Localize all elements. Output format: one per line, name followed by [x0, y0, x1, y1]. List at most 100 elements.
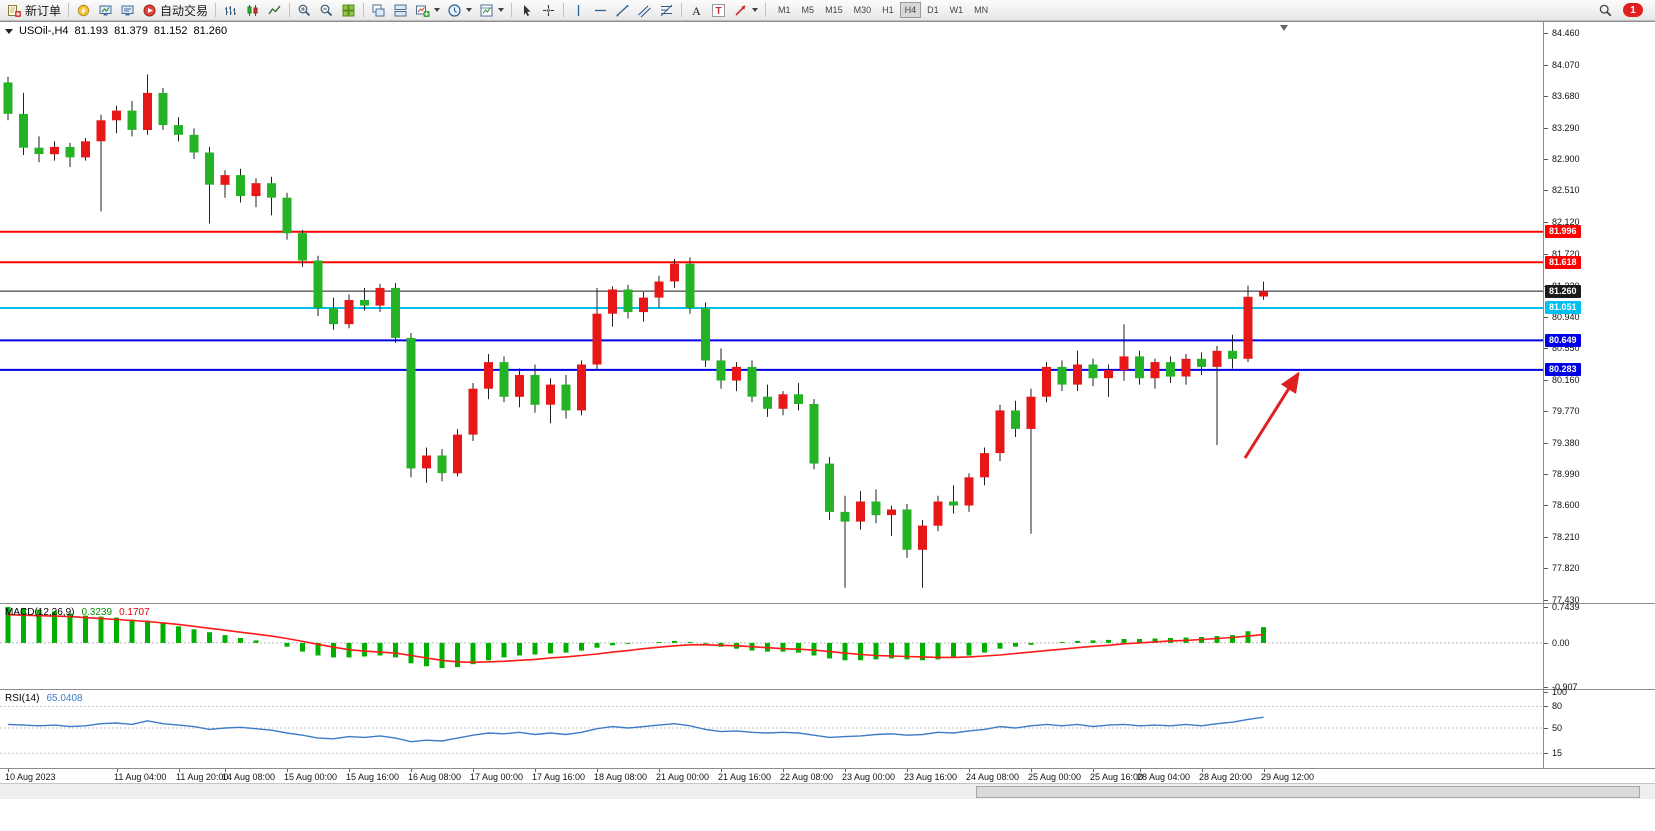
- search-button[interactable]: [1595, 0, 1616, 20]
- cursor-button[interactable]: [516, 0, 537, 20]
- time-label: 25 Aug 16:00: [1090, 772, 1144, 782]
- price-tick-label: 84.070: [1552, 60, 1580, 70]
- chart-ohlc-header: USOil-,H4 81.193 81.379 81.152 81.260: [5, 25, 227, 37]
- time-tick: [287, 769, 288, 772]
- time-label: 28 Aug 04:00: [1137, 772, 1191, 782]
- rsi-axis[interactable]: 100 80 50 15: [1543, 687, 1655, 768]
- h-scrollbar[interactable]: [0, 783, 1655, 799]
- price-tick-label: 80.940: [1552, 312, 1580, 322]
- ohlc-close: 81.260: [193, 25, 228, 37]
- candle-body: [205, 152, 214, 185]
- terminal-button[interactable]: [117, 0, 138, 20]
- timeframe-mn-button[interactable]: MN: [974, 5, 989, 15]
- candle-body: [484, 362, 493, 389]
- candle-body: [592, 313, 602, 365]
- macd-main-value: 0.3239: [81, 607, 113, 618]
- templates-button[interactable]: [476, 0, 507, 20]
- macd-signal-value: 0.1707: [119, 607, 150, 618]
- line-chart-button[interactable]: [264, 0, 285, 20]
- candle-body: [546, 384, 555, 405]
- toolbar-separator: [363, 3, 365, 17]
- timeframe-m1-button[interactable]: M1: [778, 5, 791, 15]
- candle-body: [561, 384, 571, 411]
- candle-body: [763, 396, 772, 409]
- trend-arrow-object[interactable]: [1243, 371, 1300, 459]
- price-axis[interactable]: 84.460 84.070 83.680 83.290 82.900 82.510 82.1…: [1543, 22, 1655, 605]
- price-tick: [1544, 33, 1548, 34]
- chart-shift-marker[interactable]: [1280, 25, 1288, 31]
- tile-windows-button[interactable]: [338, 0, 359, 20]
- dropdown-arrow-icon[interactable]: [434, 8, 441, 12]
- candlestick-chart-button[interactable]: [242, 0, 263, 20]
- arrange-windows-button[interactable]: [390, 0, 411, 20]
- candle-body: [158, 92, 168, 126]
- cascade-windows-button[interactable]: [368, 0, 389, 20]
- hand-icon: [77, 4, 90, 16]
- time-tick: [1202, 769, 1203, 772]
- pane-separator[interactable]: [0, 603, 1655, 604]
- zoom-in-icon: [298, 4, 311, 16]
- text-button[interactable]: A: [686, 0, 707, 20]
- vertical-line-button[interactable]: [568, 0, 589, 20]
- timeframe-group: M1 M5 M15 M30 H1 H4 D1 W1 MN: [773, 2, 993, 18]
- price-tick: [1544, 96, 1548, 97]
- periods-button[interactable]: [444, 0, 475, 20]
- zoom-in-button[interactable]: [294, 0, 315, 20]
- dropdown-arrow-icon[interactable]: [498, 8, 505, 12]
- macd-tick: [1544, 607, 1548, 608]
- timeframe-d1-button[interactable]: D1: [927, 5, 939, 15]
- horizontal-line-button[interactable]: [590, 0, 611, 20]
- macd-chart[interactable]: [0, 604, 1543, 689]
- time-tick: [845, 769, 846, 772]
- timeframe-m30-button[interactable]: M30: [853, 5, 872, 15]
- fibonacci-button[interactable]: [656, 0, 677, 20]
- price-tick-label: 82.120: [1552, 217, 1580, 227]
- channel-button[interactable]: [634, 0, 655, 20]
- macd-axis[interactable]: 0.7439 0.00 -0.907: [1543, 602, 1655, 692]
- trendline-button[interactable]: [612, 0, 633, 20]
- candle-body: [112, 110, 121, 121]
- candle-body: [1104, 370, 1113, 379]
- pane-separator[interactable]: [0, 689, 1655, 690]
- arrows-button[interactable]: [730, 0, 761, 20]
- collapse-ohlc-icon[interactable]: [5, 28, 13, 34]
- dropdown-arrow-icon[interactable]: [466, 8, 473, 12]
- auto-trading-toggle[interactable]: 自动交易: [139, 0, 211, 20]
- new-chart-button[interactable]: [412, 0, 443, 20]
- time-tick: [1264, 769, 1265, 772]
- timeframe-m5-button[interactable]: M5: [801, 5, 815, 15]
- rsi-chart[interactable]: [0, 690, 1543, 768]
- candle-body: [871, 501, 881, 516]
- candle-body: [639, 297, 648, 313]
- price-tick: [1544, 443, 1548, 444]
- zoom-out-button[interactable]: [316, 0, 337, 20]
- candle-body: [825, 463, 834, 512]
- price-tick: [1544, 474, 1548, 475]
- candle-body: [499, 362, 509, 397]
- dropdown-arrow-icon[interactable]: [752, 8, 759, 12]
- timeframe-m15-button[interactable]: M15: [825, 5, 843, 15]
- candle-body: [1212, 350, 1222, 367]
- notification-badge[interactable]: 1: [1623, 3, 1643, 17]
- time-tick: [8, 769, 9, 772]
- timeframe-h4-button[interactable]: H4: [899, 2, 922, 18]
- toolbar-separator: [215, 3, 217, 17]
- text-label-button[interactable]: T: [708, 0, 729, 20]
- bar-chart-button[interactable]: [220, 0, 241, 20]
- price-chart[interactable]: [0, 22, 1543, 603]
- scrollbar-thumb[interactable]: [976, 786, 1641, 798]
- timeframe-h1-button[interactable]: H1: [882, 5, 894, 15]
- depth-of-market-button[interactable]: [95, 0, 116, 20]
- monitor2-icon: [121, 5, 134, 15]
- candle-body: [298, 233, 307, 261]
- time-label: 15 Aug 16:00: [346, 772, 400, 782]
- candle-body: [251, 183, 261, 197]
- one-click-trading-toggle[interactable]: [73, 0, 94, 20]
- new-order-button[interactable]: 新订单: [4, 0, 64, 20]
- crosshair-button[interactable]: [538, 0, 559, 20]
- candle-body: [1197, 358, 1206, 367]
- time-label: 28 Aug 20:00: [1199, 772, 1253, 782]
- timeframe-w1-button[interactable]: W1: [949, 5, 964, 15]
- time-axis[interactable]: 10 Aug 2023 11 Aug 04:00 11 Aug 20:00 14 Au…: [0, 769, 1655, 783]
- time-tick: [411, 769, 412, 772]
